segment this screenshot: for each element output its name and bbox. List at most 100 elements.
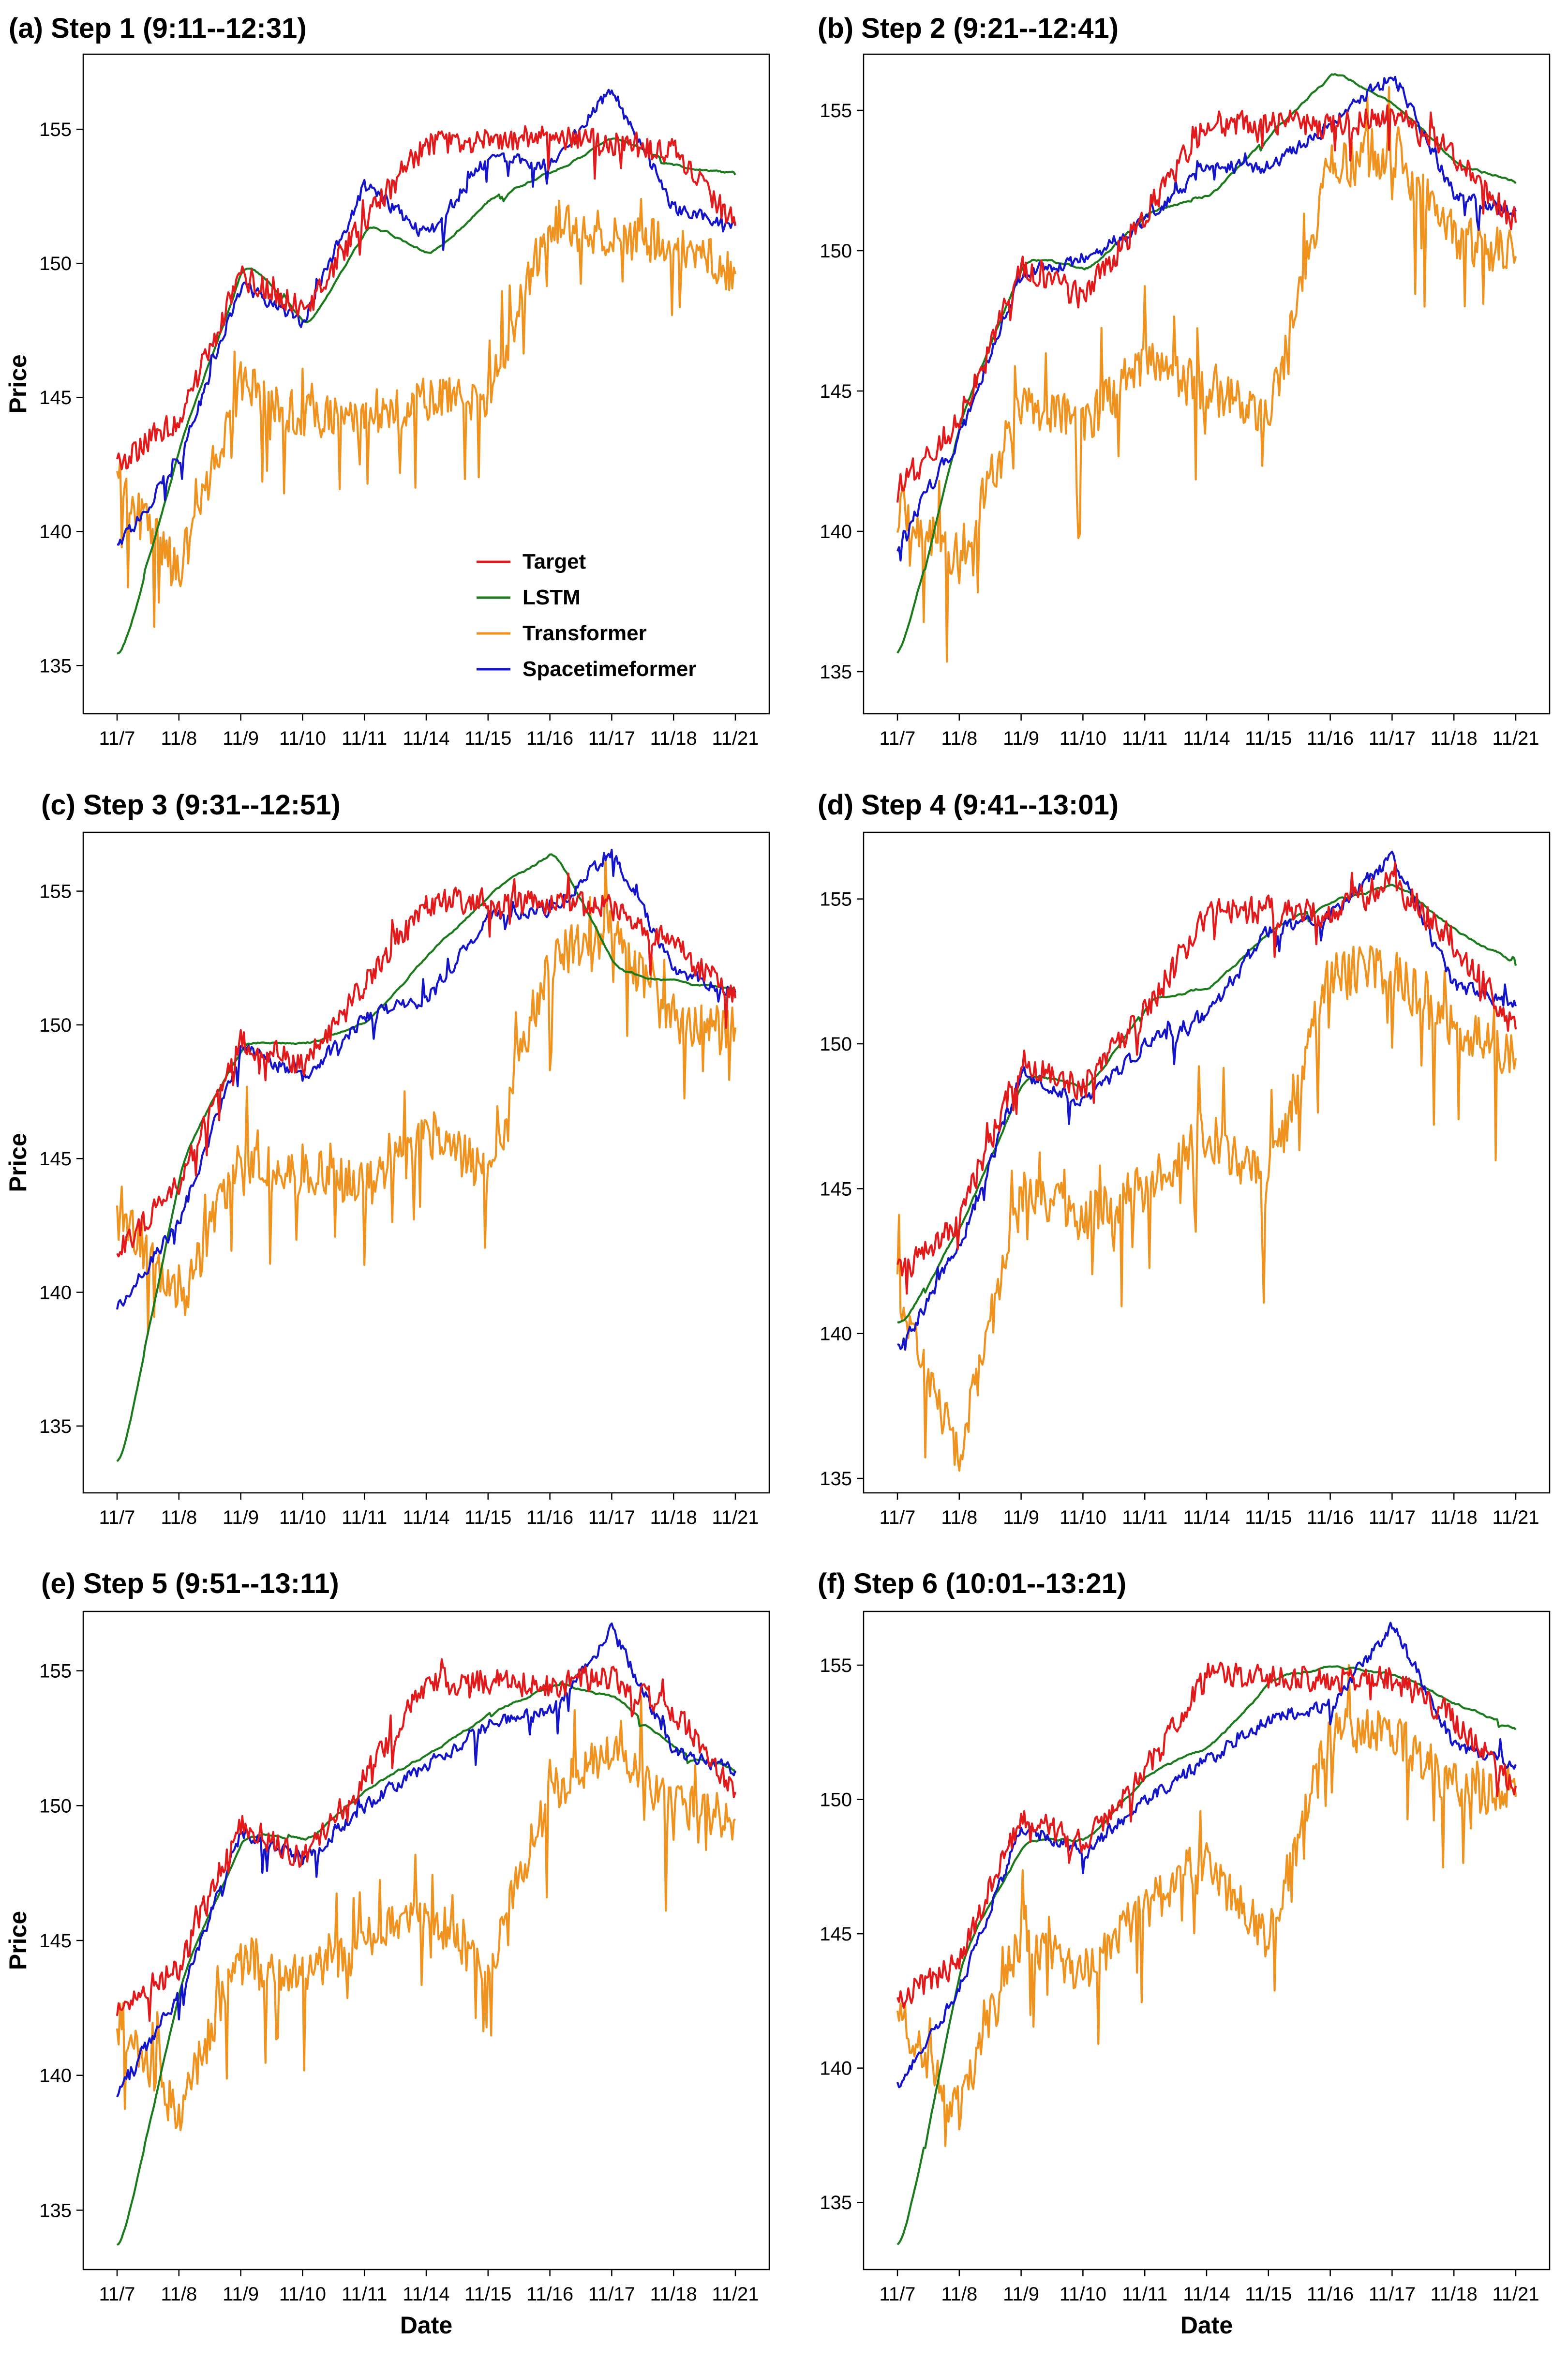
series-line-target	[116, 872, 737, 1258]
x-axis-label: Date	[400, 2312, 452, 2339]
chart-panel-3: (c) Step 3 (9:31--12:51) 135 140 145 150 155 1…	[4, 789, 770, 1528]
chart-title: (b) Step 2 (9:21--12:41)	[818, 13, 1119, 44]
y-tick-label: 145	[39, 387, 72, 408]
x-tick-label: 11/7	[99, 728, 135, 749]
chart-title: (f) Step 6 (10:01--13:21)	[818, 1568, 1126, 1599]
y-tick-label: 140	[39, 1282, 72, 1304]
x-tick-label: 11/7	[99, 1507, 135, 1528]
x-tick-label: 11/10	[1060, 728, 1106, 749]
y-tick-label: 140	[820, 1323, 852, 1345]
chart-title: (a) Step 1 (9:11--12:31)	[9, 13, 307, 44]
chart-title: (d) Step 4 (9:41--13:01)	[818, 789, 1119, 821]
series-line-target	[896, 1661, 1517, 2009]
x-tick-label: 11/14	[1183, 2284, 1230, 2305]
plot-frame	[82, 53, 770, 715]
x-tick-label: 11/10	[279, 728, 326, 749]
y-tick-label: 135	[820, 2192, 852, 2213]
series-line-transformer	[116, 198, 737, 628]
y-tick-label: 140	[820, 2058, 852, 2079]
x-tick-label: 11/9	[223, 2284, 259, 2305]
x-axis-label: Date	[1180, 2312, 1233, 2339]
chart-panel-5: (e) Step 5 (9:51--13:11) 135 140 145 150 155 1…	[4, 1568, 770, 2339]
x-tick-label: 11/9	[1003, 728, 1039, 749]
x-tick-label: 11/16	[1307, 1507, 1354, 1528]
y-tick-label: 150	[39, 253, 72, 274]
x-tick-label: 11/14	[403, 2284, 449, 2305]
x-tick-label: 11/14	[1183, 728, 1230, 749]
x-tick-label: 11/10	[279, 2284, 326, 2305]
series-line-transformer	[896, 945, 1517, 1472]
x-tick-label: 11/8	[161, 728, 197, 749]
x-tick-label: 11/7	[99, 2284, 135, 2305]
legend-label-spacetimeformer: Spacetimeformer	[523, 657, 696, 681]
y-tick-label: 145	[820, 381, 852, 402]
x-tick-label: 11/17	[588, 728, 635, 749]
x-tick-label: 11/15	[464, 2284, 511, 2305]
series-line-spacetimeformer	[116, 1622, 736, 2098]
legend-label-target: Target	[523, 550, 586, 573]
x-tick-label: 11/11	[1122, 1507, 1167, 1528]
legend-label-transformer: Transformer	[523, 621, 647, 645]
y-tick-label: 135	[39, 655, 72, 677]
y-tick-label: 135	[820, 1468, 852, 1489]
x-tick-label: 11/15	[1245, 2284, 1292, 2305]
x-tick-label: 11/9	[1003, 2284, 1039, 2305]
x-tick-label: 11/18	[1431, 728, 1478, 749]
x-tick-label: 11/21	[1492, 2284, 1539, 2305]
y-tick-label: 135	[39, 1416, 72, 1437]
series-line-lstm	[896, 73, 1517, 654]
y-tick-label: 140	[820, 521, 852, 542]
legend-label-lstm: LSTM	[523, 586, 581, 609]
x-tick-label: 11/11	[342, 2284, 387, 2305]
x-tick-label: 11/18	[1431, 2284, 1478, 2305]
x-tick-label: 11/18	[650, 1507, 697, 1528]
x-tick-label: 11/9	[223, 728, 259, 749]
x-tick-label: 11/18	[650, 728, 697, 749]
y-tick-label: 150	[39, 1795, 72, 1817]
x-tick-label: 11/21	[1492, 728, 1539, 749]
x-tick-label: 11/11	[1122, 728, 1167, 749]
x-tick-label: 11/8	[941, 2284, 977, 2305]
chart-panel-1: (a) Step 1 (9:11--12:31) 135 140 145 150 155 1…	[4, 13, 770, 749]
y-tick-label: 150	[820, 241, 852, 262]
chart-panel-4: (d) Step 4 (9:41--13:01) 135 140 145 150 155 1…	[818, 789, 1551, 1528]
series-line-target	[896, 104, 1517, 503]
series-line-target	[116, 1658, 737, 2022]
x-tick-label: 11/16	[1307, 728, 1354, 749]
x-tick-label: 11/18	[650, 2284, 697, 2305]
series-line-lstm	[116, 853, 736, 1462]
x-tick-label: 11/7	[880, 1507, 916, 1528]
x-tick-label: 11/11	[342, 728, 387, 749]
y-axis-label: Price	[4, 1133, 31, 1192]
x-tick-label: 11/17	[588, 1507, 635, 1528]
series-line-transformer	[896, 1664, 1517, 2147]
x-tick-label: 11/18	[1431, 1507, 1478, 1528]
x-tick-label: 11/17	[1369, 2284, 1416, 2305]
series-line-spacetimeformer	[116, 849, 736, 1310]
chart-panel-6: (f) Step 6 (10:01--13:21) 135 140 145 150 155…	[818, 1568, 1551, 2339]
x-tick-label: 11/16	[1307, 2284, 1354, 2305]
series-line-target	[896, 861, 1517, 1295]
y-tick-label: 155	[820, 889, 852, 910]
x-tick-label: 11/21	[712, 2284, 759, 2305]
x-tick-label: 11/14	[1183, 1507, 1230, 1528]
x-tick-label: 11/15	[464, 1507, 511, 1528]
series-line-spacetimeformer	[897, 850, 1517, 1351]
y-tick-label: 155	[39, 119, 72, 140]
y-axis-label: Price	[4, 354, 31, 413]
x-tick-label: 11/10	[1060, 1507, 1106, 1528]
y-tick-label: 150	[820, 1790, 852, 1811]
x-tick-label: 11/8	[941, 728, 977, 749]
x-tick-label: 11/17	[1369, 1507, 1416, 1528]
x-tick-label: 11/15	[1245, 728, 1292, 749]
x-tick-label: 11/21	[712, 1507, 759, 1528]
x-tick-label: 11/14	[403, 1507, 449, 1528]
series-line-spacetimeformer	[896, 1622, 1517, 2089]
y-tick-label: 155	[39, 1661, 72, 1682]
x-tick-label: 11/8	[161, 2284, 197, 2305]
y-tick-label: 155	[820, 1655, 852, 1676]
chart-panel-2: (b) Step 2 (9:21--12:41) 135 140 145 150 155 1…	[818, 13, 1551, 749]
x-tick-label: 11/7	[880, 728, 916, 749]
y-tick-label: 140	[39, 2065, 72, 2087]
